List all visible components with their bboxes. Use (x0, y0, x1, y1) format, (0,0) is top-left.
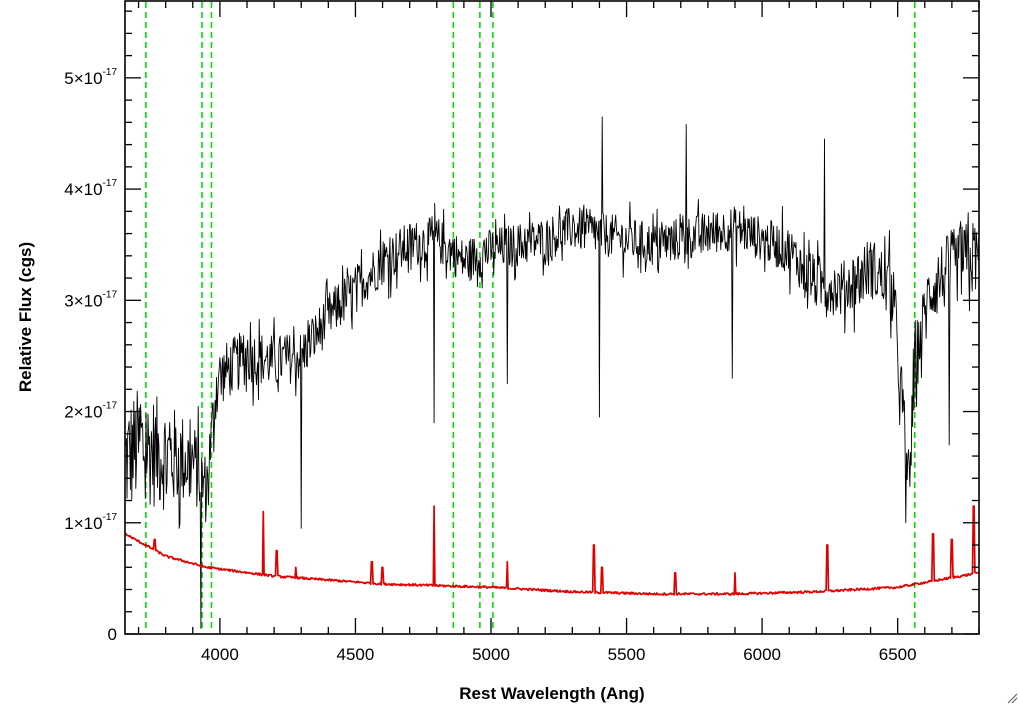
x-tick-labels: 4000 4500 5000 5500 6000 6500 (201, 645, 917, 664)
y-tick-label: 5×10-17 (64, 67, 117, 88)
plot-frame (124, 0, 980, 635)
x-tick-label: 6000 (743, 645, 781, 664)
flux-spectrum-line (125, 116, 979, 629)
x-tick-label: 4500 (337, 645, 375, 664)
x-tick-label: 6500 (879, 645, 917, 664)
x-tick-label: 5000 (472, 645, 510, 664)
x-axis-label: Rest Wavelength (Ang) (459, 684, 644, 703)
axis-ticks (125, 1, 980, 635)
emission-line-markers (145, 2, 916, 632)
y-tick-label: 3×10-17 (64, 289, 117, 310)
y-tick-label: 2×10-17 (64, 401, 117, 422)
y-tick-label: 0 (108, 625, 117, 644)
x-tick-label: 4000 (201, 645, 239, 664)
x-tick-label: 5500 (608, 645, 646, 664)
error-spectrum-line (125, 505, 979, 596)
y-tick-labels: 0 1×10-17 2×10-17 3×10-17 4×10-17 5×10-17 (64, 67, 117, 644)
series-layer (125, 116, 979, 629)
y-axis-label: Relative Flux (cgs) (16, 242, 35, 392)
y-tick-label: 4×10-17 (64, 178, 117, 199)
resize-grip-icon[interactable] (1006, 692, 1018, 704)
y-tick-label: 1×10-17 (64, 512, 117, 533)
